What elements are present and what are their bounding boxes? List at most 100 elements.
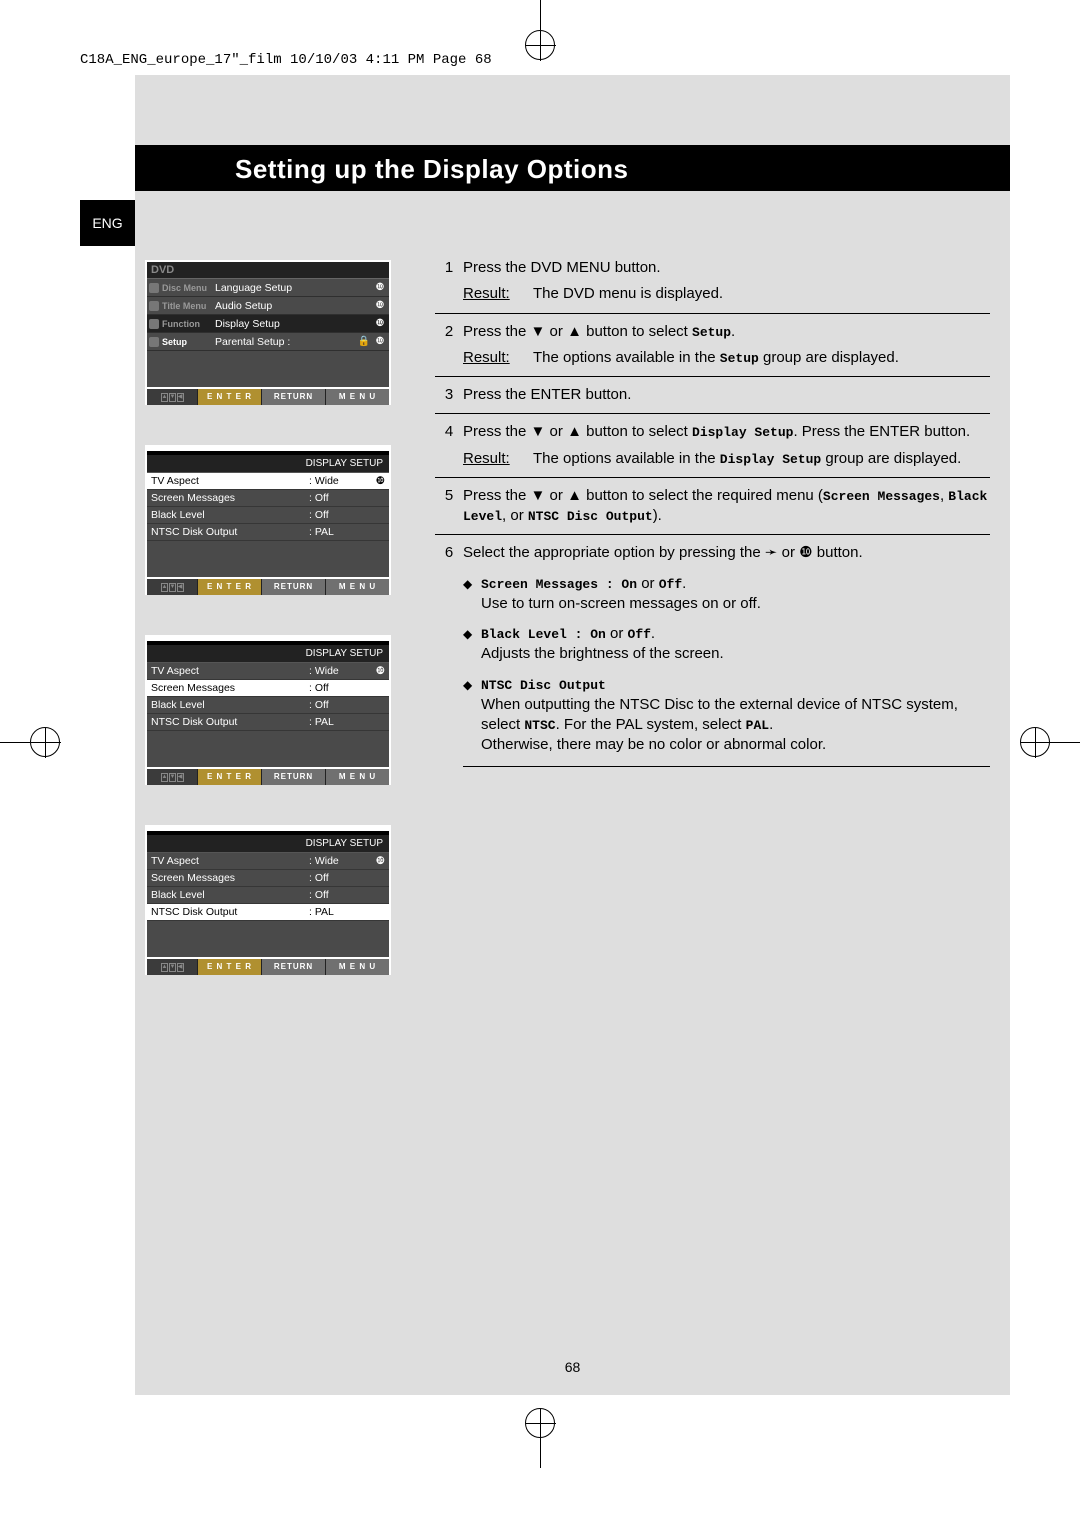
return-button: RETURN	[261, 389, 325, 405]
osd-display-setup: DISPLAY SETUPTV Aspect: Wide❿Screen Mess…	[145, 635, 391, 785]
osd-title: DVD	[147, 262, 389, 279]
cropmark	[540, 0, 541, 30]
return-button: RETURN	[261, 579, 325, 595]
osd-row: NTSC Disk Output: PAL	[147, 904, 389, 921]
menu-item: Display Setup	[211, 318, 371, 330]
osd-row: Screen Messages: Off	[147, 490, 389, 507]
arrow-right-icon: ❿	[371, 336, 389, 347]
cropmark-circle	[1020, 727, 1050, 757]
cropmark	[1050, 742, 1080, 743]
osd-value: : Wide	[309, 475, 369, 487]
step-2: 2 Press the ▼ or ▲ button to select Setu…	[435, 314, 990, 378]
lock-icon: 🔒	[357, 336, 371, 347]
menu-button: M E N U	[325, 769, 389, 785]
osd-button-bar: ▲▼◀E N T E RRETURNM E N U	[147, 767, 389, 785]
result-label: Result:	[463, 449, 533, 469]
language-tab: ENG	[80, 200, 135, 246]
step-text: Press the ▼ or ▲ button to select the re…	[463, 486, 990, 527]
osd-value: : PAL	[309, 526, 369, 538]
arrow-right-icon: ❿	[369, 855, 385, 867]
page: C18A_ENG_europe_17"_film 10/10/03 4:11 P…	[0, 0, 1080, 1528]
step-number: 3	[435, 385, 463, 405]
menu-item: Parental Setup :	[211, 336, 357, 348]
result-label: Result:	[463, 348, 533, 368]
page-body: ENG Setting up the Display Options DVD D…	[135, 75, 1010, 1395]
osd-value: : Off	[309, 889, 369, 901]
step-text: Select the appropriate option by pressin…	[463, 543, 990, 563]
osd-row: Black Level: Off	[147, 507, 389, 524]
enter-button: E N T E R	[197, 389, 261, 405]
step-text: Press the ▼ or ▲ button to select Displa…	[463, 422, 990, 442]
osd-button-bar: ▲▼◀ E N T E R RETURN M E N U	[147, 387, 389, 405]
enter-button: E N T E R	[197, 769, 261, 785]
osd-value: : Wide	[309, 665, 369, 677]
option-black-level: Black Level : On or Off. Adjusts the bri…	[481, 624, 990, 665]
osd-label: TV Aspect	[151, 475, 309, 487]
osd-label: Black Level	[151, 699, 309, 711]
page-number: 68	[565, 1359, 581, 1375]
disc-icon	[149, 283, 159, 293]
arrow-right-icon: ❿	[371, 282, 389, 293]
osd-label: Black Level	[151, 889, 309, 901]
osd-row: TV Aspect: Wide❿	[147, 663, 389, 680]
osd-row: NTSC Disk Output: PAL	[147, 524, 389, 541]
osd-label: NTSC Disk Output	[151, 526, 309, 538]
result-label: Result:	[463, 284, 533, 304]
osd-row: TV Aspect: Wide❿	[147, 853, 389, 870]
osd-label: NTSC Disk Output	[151, 906, 309, 918]
osd-label: Screen Messages	[151, 682, 309, 694]
step-4: 4 Press the ▼ or ▲ button to select Disp…	[435, 414, 990, 478]
cropmark-circle	[525, 1408, 555, 1438]
osd-value: : Wide	[309, 855, 369, 867]
menu-button: M E N U	[325, 389, 389, 405]
osd-value: : Off	[309, 492, 369, 504]
osd-button-bar: ▲▼◀E N T E RRETURNM E N U	[147, 957, 389, 975]
step-text: Press the DVD MENU button.	[463, 258, 990, 278]
osd-value: : PAL	[309, 716, 369, 728]
osd-title: DISPLAY SETUP	[147, 835, 389, 853]
osd-value: : Off	[309, 699, 369, 711]
step-3: 3 Press the ENTER button.	[435, 377, 990, 414]
osd-row: TV Aspect: Wide❿	[147, 473, 389, 490]
side-label: Setup	[162, 337, 187, 347]
cropmark-circle	[525, 30, 555, 60]
result-text: The options available in the Display Set…	[533, 449, 990, 469]
result-text: The options available in the Setup group…	[533, 348, 990, 368]
step-6: 6 Select the appropriate option by press…	[435, 535, 990, 774]
osd-value: : Off	[309, 509, 369, 521]
menu-item: Language Setup	[211, 282, 371, 294]
instructions: 1 Press the DVD MENU button. Result: The…	[435, 250, 990, 775]
osd-title: DISPLAY SETUP	[147, 455, 389, 473]
osd-display-setup: DISPLAY SETUPTV Aspect: Wide❿Screen Mess…	[145, 445, 391, 595]
step-number: 1	[435, 258, 463, 305]
osd-value: : Off	[309, 872, 369, 884]
osd-value: : Off	[309, 682, 369, 694]
step-number: 2	[435, 322, 463, 369]
osd-label: Screen Messages	[151, 492, 309, 504]
arrow-right-icon: ❿	[369, 475, 385, 487]
page-title: Setting up the Display Options	[135, 145, 1010, 185]
osd-button-bar: ▲▼◀E N T E RRETURNM E N U	[147, 577, 389, 595]
step-number: 5	[435, 486, 463, 527]
return-button: RETURN	[261, 769, 325, 785]
step-number: 4	[435, 422, 463, 469]
osd-value: : PAL	[309, 906, 369, 918]
arrow-right-icon: ❿	[371, 300, 389, 311]
option-ntsc: NTSC Disc Output When outputting the NTS…	[481, 675, 990, 756]
step-5: 5 Press the ▼ or ▲ button to select the …	[435, 478, 990, 536]
step-text: Press the ENTER button.	[463, 385, 990, 405]
step-text: Press the ▼ or ▲ button to select Setup.	[463, 322, 990, 342]
option-screen-messages: Screen Messages : On or Off. Use to turn…	[481, 574, 990, 615]
osd-dvd-menu: DVD Disc MenuLanguage Setup❿ Title MenuA…	[145, 260, 391, 405]
cropmark-circle	[30, 727, 60, 757]
enter-button: E N T E R	[197, 579, 261, 595]
result-text: The DVD menu is displayed.	[533, 284, 990, 304]
side-label: Title Menu	[162, 301, 206, 311]
function-icon	[149, 319, 159, 329]
side-label: Disc Menu	[162, 283, 207, 293]
option-list: Screen Messages : On or Off. Use to turn…	[481, 574, 990, 756]
file-header: C18A_ENG_europe_17"_film 10/10/03 4:11 P…	[80, 52, 492, 68]
osd-display-setup: DISPLAY SETUPTV Aspect: Wide❿Screen Mess…	[145, 825, 391, 975]
osd-label: TV Aspect	[151, 665, 309, 677]
return-button: RETURN	[261, 959, 325, 975]
